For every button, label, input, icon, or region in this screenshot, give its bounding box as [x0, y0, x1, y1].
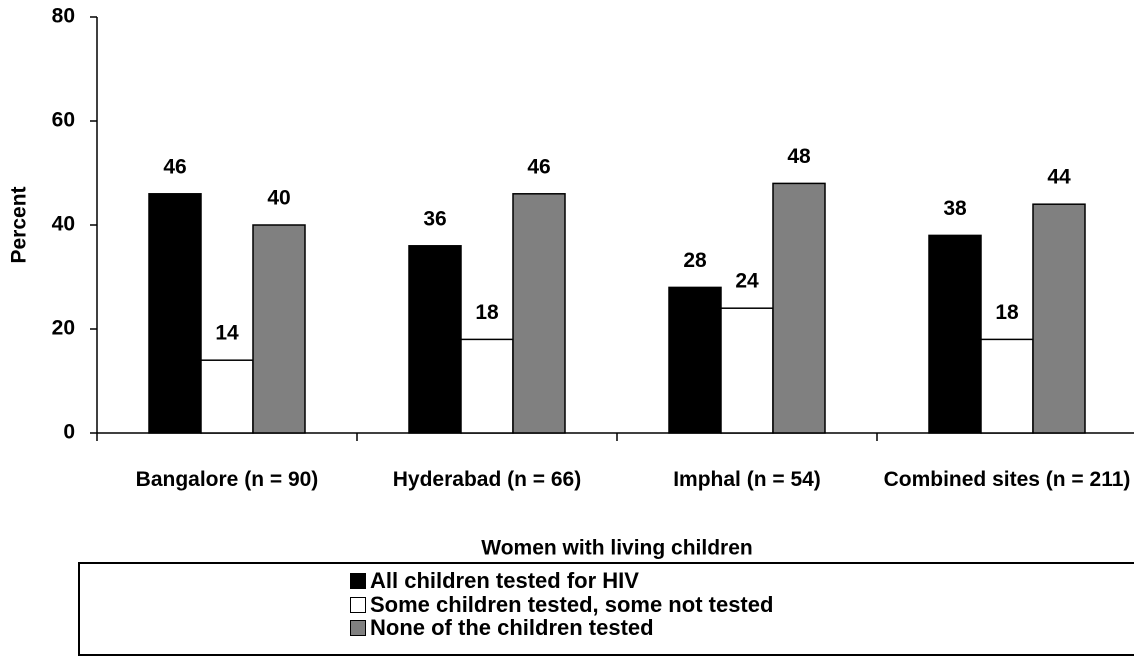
legend-swatch	[350, 573, 366, 589]
legend-label: Some children tested, some not tested	[370, 591, 774, 617]
data-label: 40	[267, 187, 290, 210]
y-tick-label: 60	[52, 109, 75, 132]
bar	[980, 338, 1034, 434]
bar	[512, 193, 566, 434]
y-tick-label: 40	[52, 213, 75, 236]
legend-swatch	[350, 620, 366, 636]
x-tick-label: Imphal (n = 54)	[673, 468, 821, 491]
bar	[720, 307, 774, 434]
legend-label: None of the children tested	[370, 615, 654, 640]
bar	[252, 224, 306, 434]
legend-label: All children tested for HIV	[370, 568, 639, 593]
legend-item: None of the children tested	[350, 617, 654, 639]
data-label: 18	[475, 301, 499, 324]
bar	[460, 338, 514, 434]
data-label: 14	[215, 322, 239, 345]
legend-item: All children tested for HIV	[350, 570, 639, 592]
data-label: 28	[683, 249, 707, 272]
data-label: 44	[1047, 166, 1071, 189]
x-tick-label: Hyderabad (n = 66)	[392, 468, 582, 491]
bar	[200, 359, 254, 434]
y-tick-label: 20	[52, 317, 75, 340]
data-label: 48	[787, 145, 811, 168]
data-label: 46	[163, 155, 186, 178]
data-label: 24	[735, 270, 759, 293]
bar	[928, 234, 982, 434]
data-label: 36	[423, 207, 446, 230]
x-tick-label: Bangalore (n = 90)	[135, 468, 319, 491]
bar	[408, 245, 462, 434]
bar	[1032, 203, 1086, 434]
bar	[148, 193, 202, 434]
data-label: 38	[943, 197, 967, 220]
data-label: 46	[527, 155, 550, 178]
data-label: 18	[995, 301, 1019, 324]
x-axis-title: Women with living children	[481, 537, 752, 560]
y-axis-title: Percent	[8, 186, 31, 263]
x-tick-label: Combined sites (n = 211)	[883, 468, 1131, 491]
legend: All children tested for HIV Some children…	[78, 562, 1134, 656]
bar	[772, 182, 826, 434]
legend-swatch	[350, 596, 366, 613]
y-tick-label: 80	[52, 5, 75, 28]
y-tick-label: 0	[63, 421, 75, 444]
legend-item: Some children tested, some not tested	[350, 591, 774, 617]
bar	[668, 286, 722, 434]
